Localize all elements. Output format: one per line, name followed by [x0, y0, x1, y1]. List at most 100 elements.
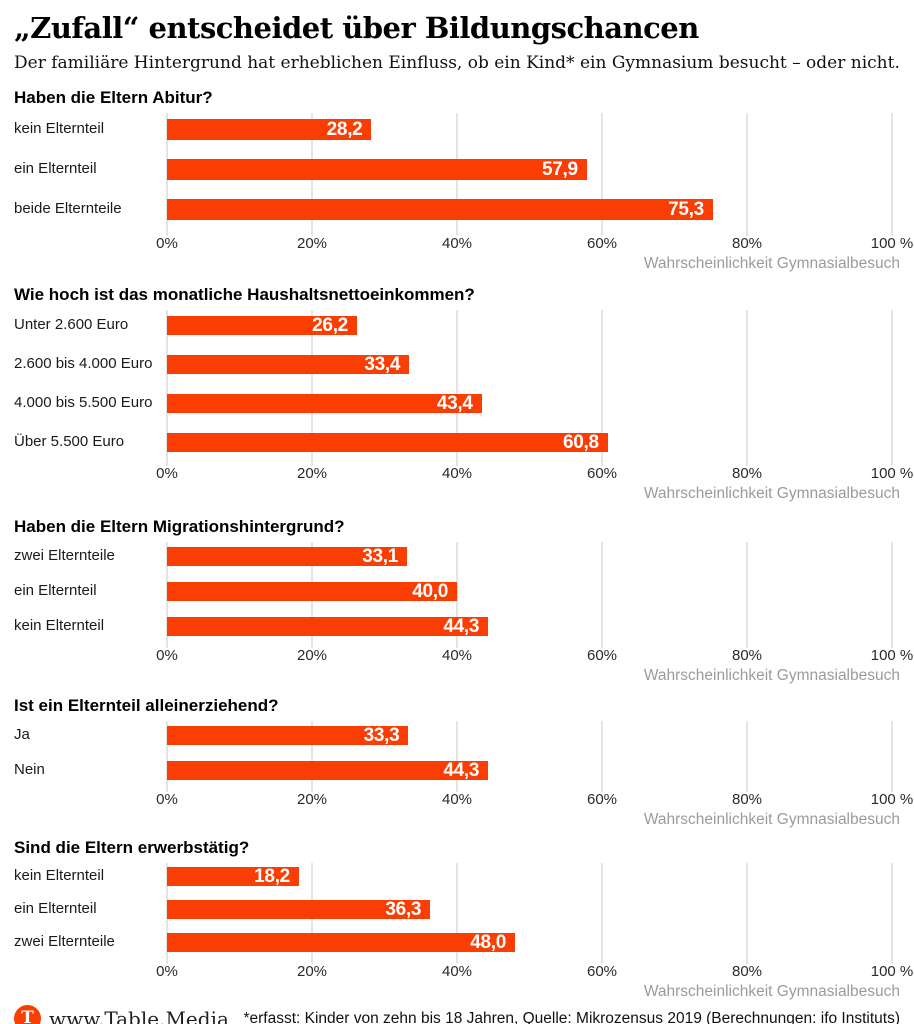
gridline — [746, 863, 748, 964]
axis-tick-label: 0% — [156, 235, 178, 252]
page-footer: T www.Table.Media *erfasst: Kinder von z… — [14, 1005, 900, 1024]
chart-section-migrationshintergrund: Haben die Eltern Migrationshintergrund? … — [14, 516, 913, 686]
chart-section-erwerbstaetig: Sind die Eltern erwerbstätig? kein Elter… — [14, 837, 913, 1002]
bar-rows: kein Elternteil 28,2 ein Elternteil 57,9 bei… — [14, 119, 900, 220]
axis-tick-label: 40% — [441, 647, 473, 664]
bar-value-label: 33,3 — [363, 724, 400, 746]
gridline — [601, 721, 603, 792]
gridline — [891, 721, 893, 792]
bar-value-label: 57,9 — [541, 158, 578, 180]
chart-section-alleinerziehend: Ist ein Elternteil alleinerziehend? Ja 33… — [14, 695, 913, 830]
category-label: zwei Elternteile — [14, 547, 115, 565]
category-label: kein Elternteil — [14, 867, 105, 885]
bar-track: 48,0 — [167, 932, 892, 953]
category-label: Unter 2.600 Euro — [14, 316, 129, 334]
brand-name: www.Table.Media — [49, 1006, 229, 1024]
axis-tick-label: 60% — [586, 647, 618, 664]
gridline — [891, 113, 893, 236]
axis-caption: Wahrscheinlichkeit Gymnasialbesuch — [643, 983, 900, 1000]
x-axis: 0% 20% 40% 60% 80% 100 % — [156, 646, 913, 666]
axis-tick-label: 80% — [731, 647, 763, 664]
bar-track: 36,3 — [167, 898, 892, 920]
bar-track: 33,1 — [167, 546, 892, 567]
x-axis: 0% 20% 40% 60% 80% 100 % — [156, 790, 913, 810]
bar-row: Unter 2.600 Euro 26,2 — [14, 315, 900, 336]
category-label: Über 5.500 Euro — [14, 433, 125, 451]
bar-row: Nein 44,3 — [14, 759, 900, 781]
page-header: „Zufall“ entscheidet über Bildungschance… — [14, 0, 900, 75]
axis-tick-label: 100 % — [870, 647, 914, 664]
gridline — [746, 310, 748, 466]
bar-value-label: 44,3 — [443, 759, 480, 781]
gridline — [746, 113, 748, 236]
category-label: Nein — [14, 761, 45, 779]
grid-layer — [166, 310, 893, 466]
gridline — [601, 542, 603, 648]
table-media-logo-icon: T — [14, 1005, 41, 1024]
category-label: ein Elternteil — [14, 582, 97, 600]
brand: T www.Table.Media — [14, 1005, 229, 1024]
bar-track: 40,0 — [167, 580, 892, 602]
bar-value-label: 40,0 — [412, 580, 448, 602]
bar: 44,3 — [167, 616, 489, 637]
bar-chart: Unter 2.600 Euro 26,2 2.600 bis 4.000 Euro… — [14, 310, 900, 466]
bar-chart: Ja 33,3 Nein 44,3 — [14, 721, 900, 792]
axis-tick-label: 80% — [731, 791, 763, 808]
x-axis: 0% 20% 40% 60% 80% 100 % — [156, 962, 913, 982]
axis-tick-label: 100 % — [870, 791, 914, 808]
gridline — [601, 113, 603, 236]
gridline — [456, 310, 458, 466]
category-label: beide Elternteile — [14, 200, 122, 218]
bar: 43,4 — [167, 393, 482, 414]
bar-value-label: 28,2 — [326, 118, 363, 140]
x-axis: 0% 20% 40% 60% 80% 100 % — [156, 234, 913, 254]
category-label: 2.600 bis 4.000 Euro — [14, 355, 153, 373]
category-label: kein Elternteil — [14, 120, 105, 138]
bar-row: ein Elternteil 57,9 — [14, 159, 900, 180]
bar: 60,8 — [167, 432, 608, 453]
bar-rows: Ja 33,3 Nein 44,3 — [14, 724, 900, 781]
gridline — [601, 863, 603, 964]
gridline — [891, 542, 893, 648]
gridline — [166, 721, 168, 792]
category-label: ein Elternteil — [14, 160, 97, 178]
bar: 18,2 — [167, 866, 299, 887]
axis-tick-label: 0% — [156, 791, 178, 808]
section-question: Haben die Eltern Migrationshintergrund? — [14, 517, 345, 536]
axis-tick-label: 100 % — [870, 465, 914, 482]
bar-track: 33,4 — [167, 353, 892, 375]
bar-track: 44,3 — [167, 616, 892, 637]
bar-chart: kein Elternteil 18,2 ein Elternteil 36,3 zwe… — [14, 863, 900, 964]
gridline — [891, 863, 893, 964]
axis-tick-label: 80% — [731, 465, 763, 482]
grid-layer — [166, 721, 893, 792]
axis-tick-label: 40% — [441, 963, 473, 980]
axis-tick-label: 100 % — [870, 963, 914, 980]
bar-value-label: 36,3 — [385, 898, 422, 920]
section-question: Ist ein Elternteil alleinerziehend? — [14, 696, 279, 715]
bar: 44,3 — [167, 759, 489, 781]
section-question: Wie hoch ist das monatliche Haushaltsnet… — [14, 285, 475, 304]
bar-row: ein Elternteil 36,3 — [14, 898, 900, 920]
bar-row: beide Elternteile 75,3 — [14, 199, 900, 220]
category-label: 4.000 bis 5.500 Euro — [14, 394, 153, 412]
bar-track: 75,3 — [167, 199, 892, 220]
bar-value-label: 33,4 — [364, 353, 401, 375]
bar: 33,3 — [167, 724, 409, 746]
chart-section-einkommen: Wie hoch ist das monatliche Haushaltsnet… — [14, 284, 913, 504]
axis-tick-label: 80% — [731, 235, 763, 252]
axis-tick-label: 80% — [731, 963, 763, 980]
axis-tick-label: 20% — [296, 791, 328, 808]
axis-tick-label: 60% — [586, 465, 618, 482]
axis-tick-label: 100 % — [870, 235, 914, 252]
axis-tick-label: 60% — [586, 791, 618, 808]
bar-row: ein Elternteil 40,0 — [14, 580, 900, 602]
bar-row: 4.000 bis 5.500 Euro 43,4 — [14, 393, 900, 414]
bar-rows: zwei Elternteile 33,1 ein Elternteil 40,0 ke… — [14, 546, 900, 637]
axis-tick-label: 60% — [586, 235, 618, 252]
axis-tick-label: 40% — [441, 465, 473, 482]
bar: 26,2 — [167, 315, 357, 336]
axis-caption: Wahrscheinlichkeit Gymnasialbesuch — [643, 255, 900, 272]
bar: 36,3 — [167, 898, 431, 920]
bar-track: 60,8 — [167, 432, 892, 453]
